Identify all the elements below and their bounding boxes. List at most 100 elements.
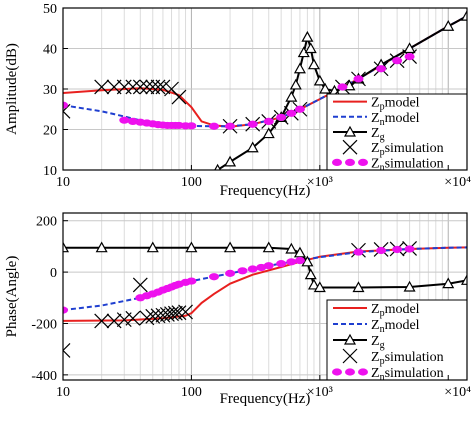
triangle-marker-Zgmodel [304, 42, 317, 54]
y-tick-label: 30 [43, 83, 57, 98]
x-marker-Zpsimulation [164, 306, 179, 322]
legend-label-sub: n [380, 117, 385, 128]
y-tick-label: 20 [43, 124, 57, 139]
legend-label-Zpsimulation: Zpsimulation [371, 350, 444, 367]
triangle-marker-Zgmodel [319, 82, 332, 94]
x-tick-label: ×10⁴ [444, 175, 471, 190]
x-tick-label: 100 [181, 175, 202, 190]
dot-marker-Znsimulation [376, 246, 387, 255]
dot-marker-Znsimulation [225, 269, 236, 277]
legend-marker-triangle [343, 333, 357, 345]
y-tick-label: -400 [31, 369, 57, 384]
dot-marker-Znsimulation [294, 256, 305, 265]
triangle-marker-Zgmodel [352, 281, 365, 293]
legend-label-sub: p [380, 102, 385, 113]
x-marker-Zpsimulation [150, 308, 166, 324]
x-marker-Zpsimulation [125, 310, 141, 326]
x-marker-Zpsimulation [94, 313, 110, 329]
y-tick-label: -200 [31, 317, 57, 332]
x-marker-Zpsimulation [171, 89, 187, 105]
legend-label-sub: p [380, 356, 385, 367]
series-group [63, 241, 467, 358]
x-tick-label: ×10⁴ [444, 385, 471, 400]
legend-label-main: Z [371, 302, 380, 317]
dot-marker-Znsimulation [209, 122, 220, 130]
triangle-marker-Zgmodel [403, 42, 416, 54]
amplitude-chart: ZpmodelZnmodelZgZpsimulationZnsimulation… [4, 2, 471, 199]
legend-label-rest: simulation [385, 350, 444, 365]
legend-label-main: Z [371, 96, 380, 111]
dot-marker-Znsimulation [237, 267, 248, 275]
dot-marker-Znsimulation [63, 306, 68, 314]
triangle-marker-Zgmodel [460, 9, 467, 21]
legend-label-Znmodel: Znmodel [371, 111, 420, 128]
triangle-marker-Zgmodel [289, 78, 302, 90]
dot-marker-Znsimulation [247, 120, 258, 128]
dot-marker-Znsimulation [247, 265, 258, 273]
dot-marker-Znsimulation [404, 245, 415, 253]
triangle-marker-Zgmodel [301, 255, 314, 267]
legend-marker-dot [332, 368, 342, 376]
y-axis-label: Amplitude(dB) [4, 43, 20, 135]
legend-marker-triangle [343, 125, 357, 137]
legend-label-rest: simulation [385, 156, 444, 171]
triangle-marker-Zgmodel [63, 241, 70, 253]
legend-label-sub: p [380, 147, 385, 158]
dot-marker-Znsimulation [63, 101, 68, 109]
legend-label-sub: g [380, 340, 385, 351]
y-tick-label: 10 [43, 164, 57, 179]
dot-marker-Znsimulation [209, 273, 220, 281]
triangle-marker-Zgmodel [301, 30, 314, 42]
dot-marker-Znsimulation [337, 83, 348, 91]
legend-label-main: Z [371, 111, 380, 126]
dot-marker-Znsimulation [392, 245, 403, 254]
x-tick-label: ×10³ [307, 385, 333, 400]
dot-marker-Znsimulation [263, 262, 274, 270]
legend-label-sub: g [380, 132, 385, 143]
dot-marker-Znsimulation [392, 57, 403, 65]
dot-marker-Znsimulation [404, 53, 415, 61]
x-marker-Zpsimulation [171, 305, 187, 321]
legend-marker-dot [358, 158, 368, 166]
triangle-marker-Zgmodel [262, 127, 275, 139]
triangle-marker-Zgmodel [293, 62, 306, 74]
dot-marker-Znsimulation [186, 122, 197, 130]
legend-marker-x [342, 348, 358, 364]
legend-label-rest: simulation [385, 141, 444, 156]
phase-chart: ZpmodelZnmodelZgZpsimulationZnsimulation… [4, 212, 471, 407]
series-group [63, 9, 467, 170]
triangle-marker-Zgmodel [146, 241, 159, 253]
legend-label-rest: model [385, 96, 420, 111]
triangle-marker-Zgmodel [285, 90, 298, 102]
triangle-marker-Zgmodel [224, 241, 237, 253]
legend-label-Znmodel: Znmodel [371, 318, 420, 335]
triangle-marker-Zgmodel [442, 277, 455, 289]
x-marker-Zpsimulation [63, 343, 71, 358]
legend-label-sub: n [380, 324, 385, 335]
legend-marker-dot [332, 158, 342, 166]
legend-label-main: Z [371, 334, 380, 349]
x-marker-Zpsimulation [132, 79, 148, 95]
x-marker-Zpsimulation [155, 79, 171, 95]
legend-label-rest: model [385, 111, 420, 126]
y-tick-label: 50 [43, 2, 57, 17]
dot-marker-Znsimulation [119, 116, 130, 124]
x-tick-label: ×10³ [307, 175, 333, 190]
dot-marker-Znsimulation [353, 248, 364, 256]
x-marker-Zpsimulation [139, 79, 155, 95]
legend-marker-dot [358, 368, 368, 376]
triangle-marker-Zgmodel [307, 58, 320, 70]
x-marker-Zpsimulation [132, 277, 148, 293]
x-axis-label: Frequency(Hz) [220, 391, 311, 407]
dot-marker-Znsimulation [186, 277, 197, 285]
legend-label-sub: n [380, 162, 385, 173]
legend-label-rest: model [385, 318, 420, 333]
triangle-marker-Zgmodel [185, 241, 198, 253]
legend-label-main: Z [371, 126, 380, 141]
plot-frame [62, 212, 468, 381]
x-marker-Zpsimulation [178, 304, 193, 320]
triangle-marker-Zgmodel [95, 241, 108, 253]
triangle-marker-Zgmodel [460, 274, 467, 285]
